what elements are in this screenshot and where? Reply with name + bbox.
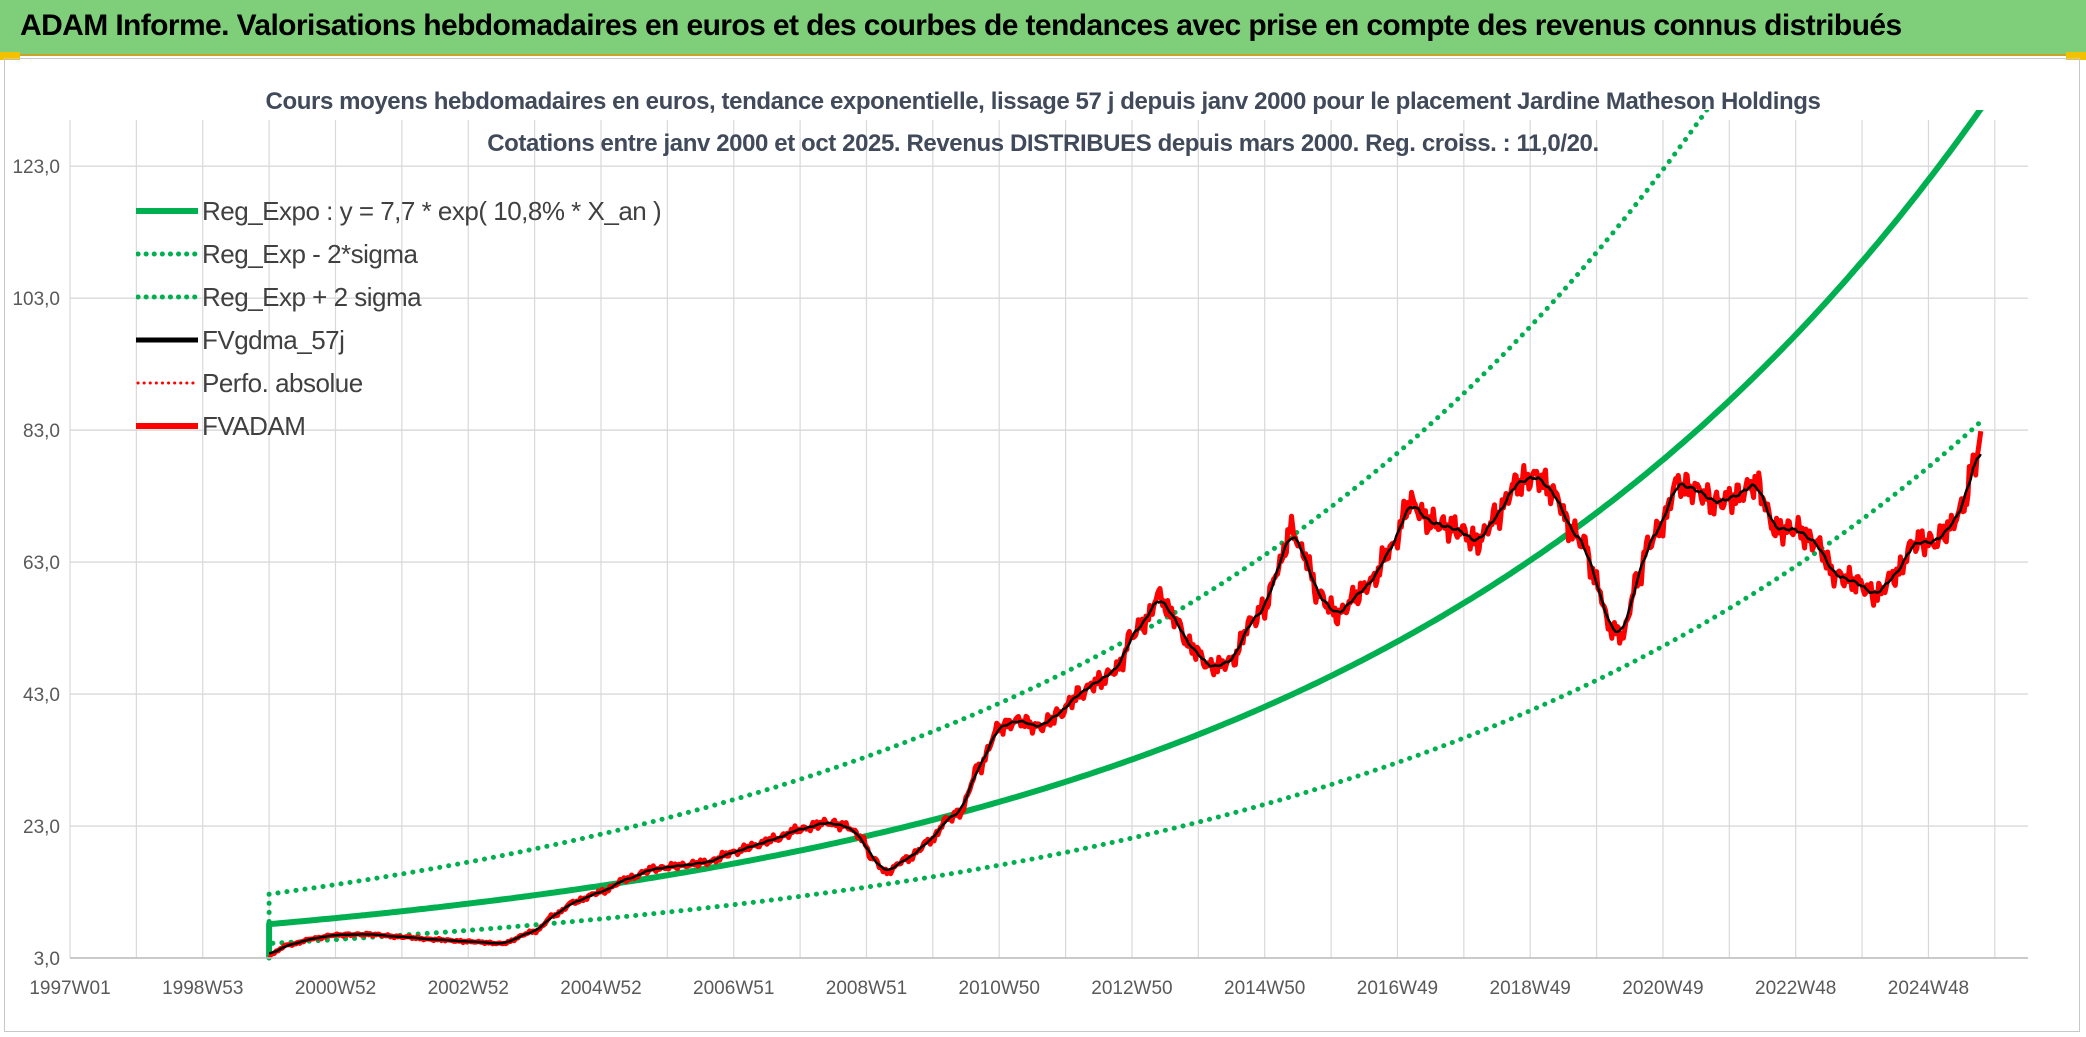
y-tick-label: 43,0 bbox=[23, 685, 60, 706]
axis-layer: 3,0 23,0 43,0 63,0 83,0 103,0 123,0 1997W01 1998… bbox=[12, 157, 2028, 999]
legend-swatch-regression bbox=[136, 208, 198, 214]
x-tick-label: 1997W01 bbox=[29, 978, 110, 999]
x-tick-label: 2020W49 bbox=[1622, 978, 1703, 999]
corner-marker-left bbox=[0, 52, 20, 60]
y-tick-label: 103,0 bbox=[12, 289, 60, 310]
series-line-reg-expo bbox=[266, 110, 1984, 958]
series-layer bbox=[266, 110, 1984, 961]
x-tick-label: 2024W48 bbox=[1888, 978, 1969, 999]
legend-swatch-fvgdma bbox=[136, 337, 198, 343]
legend-label-fvadam: FVADAM bbox=[202, 411, 306, 441]
x-tick-label: 2008W51 bbox=[826, 978, 907, 999]
legend-swatch-plus-2sigma bbox=[136, 294, 201, 300]
legend-label-fvgdma: FVgdma_57j bbox=[202, 325, 345, 355]
x-tick-label: 2010W50 bbox=[959, 978, 1040, 999]
x-tick-label: 1998W53 bbox=[162, 978, 243, 999]
chart-subtitle: Cotations entre janv 2000 et oct 2025. R… bbox=[487, 130, 1599, 157]
series-line-fvadam bbox=[267, 430, 1984, 958]
x-tick-label: 2002W52 bbox=[428, 978, 509, 999]
legend-swatch-perfo-absolue bbox=[136, 381, 200, 385]
y-tick-label: 63,0 bbox=[23, 553, 60, 574]
legend-label-regression: Reg_Expo : y = 7,7 * exp( 10,8% * X_an ) bbox=[202, 196, 662, 226]
x-tick-label: 2012W50 bbox=[1091, 978, 1172, 999]
legend-label-minus-2sigma: Reg_Exp - 2*sigma bbox=[202, 239, 418, 269]
series-line-fvgdma bbox=[268, 453, 1982, 955]
y-tick-label: 83,0 bbox=[23, 421, 60, 442]
x-tick-label: 2006W51 bbox=[693, 978, 774, 999]
chart-title: Cours moyens hebdomadaires en euros, ten… bbox=[265, 88, 1821, 115]
corner-marker-right bbox=[2066, 52, 2086, 60]
x-tick-label: 2004W52 bbox=[560, 978, 641, 999]
y-tick-label: 123,0 bbox=[12, 157, 60, 178]
y-tick-label: 23,0 bbox=[23, 817, 60, 838]
report-title: ADAM Informe. Valorisations hebdomadaire… bbox=[20, 9, 1902, 42]
series-line-reg-plus-2sigma bbox=[266, 110, 1710, 961]
x-tick-label: 2000W52 bbox=[295, 978, 376, 999]
chart-frame bbox=[4, 58, 2080, 1032]
x-tick-label: 2018W49 bbox=[1490, 978, 1571, 999]
y-tick-label: 3,0 bbox=[34, 949, 60, 970]
legend-label-perfo-absolue: Perfo. absolue bbox=[202, 368, 363, 398]
x-tick-label: 2014W50 bbox=[1224, 978, 1305, 999]
legend-swatch-fvadam bbox=[136, 423, 198, 429]
report-banner: ADAM Informe. Valorisations hebdomadaire… bbox=[0, 0, 2086, 56]
x-tick-label: 2022W48 bbox=[1755, 978, 1836, 999]
legend-label-plus-2sigma: Reg_Exp + 2 sigma bbox=[202, 282, 422, 312]
x-tick-label: 2016W49 bbox=[1357, 978, 1438, 999]
legend-swatch-minus-2sigma bbox=[136, 251, 201, 257]
series-line-reg-minus-2sigma bbox=[266, 418, 1984, 961]
